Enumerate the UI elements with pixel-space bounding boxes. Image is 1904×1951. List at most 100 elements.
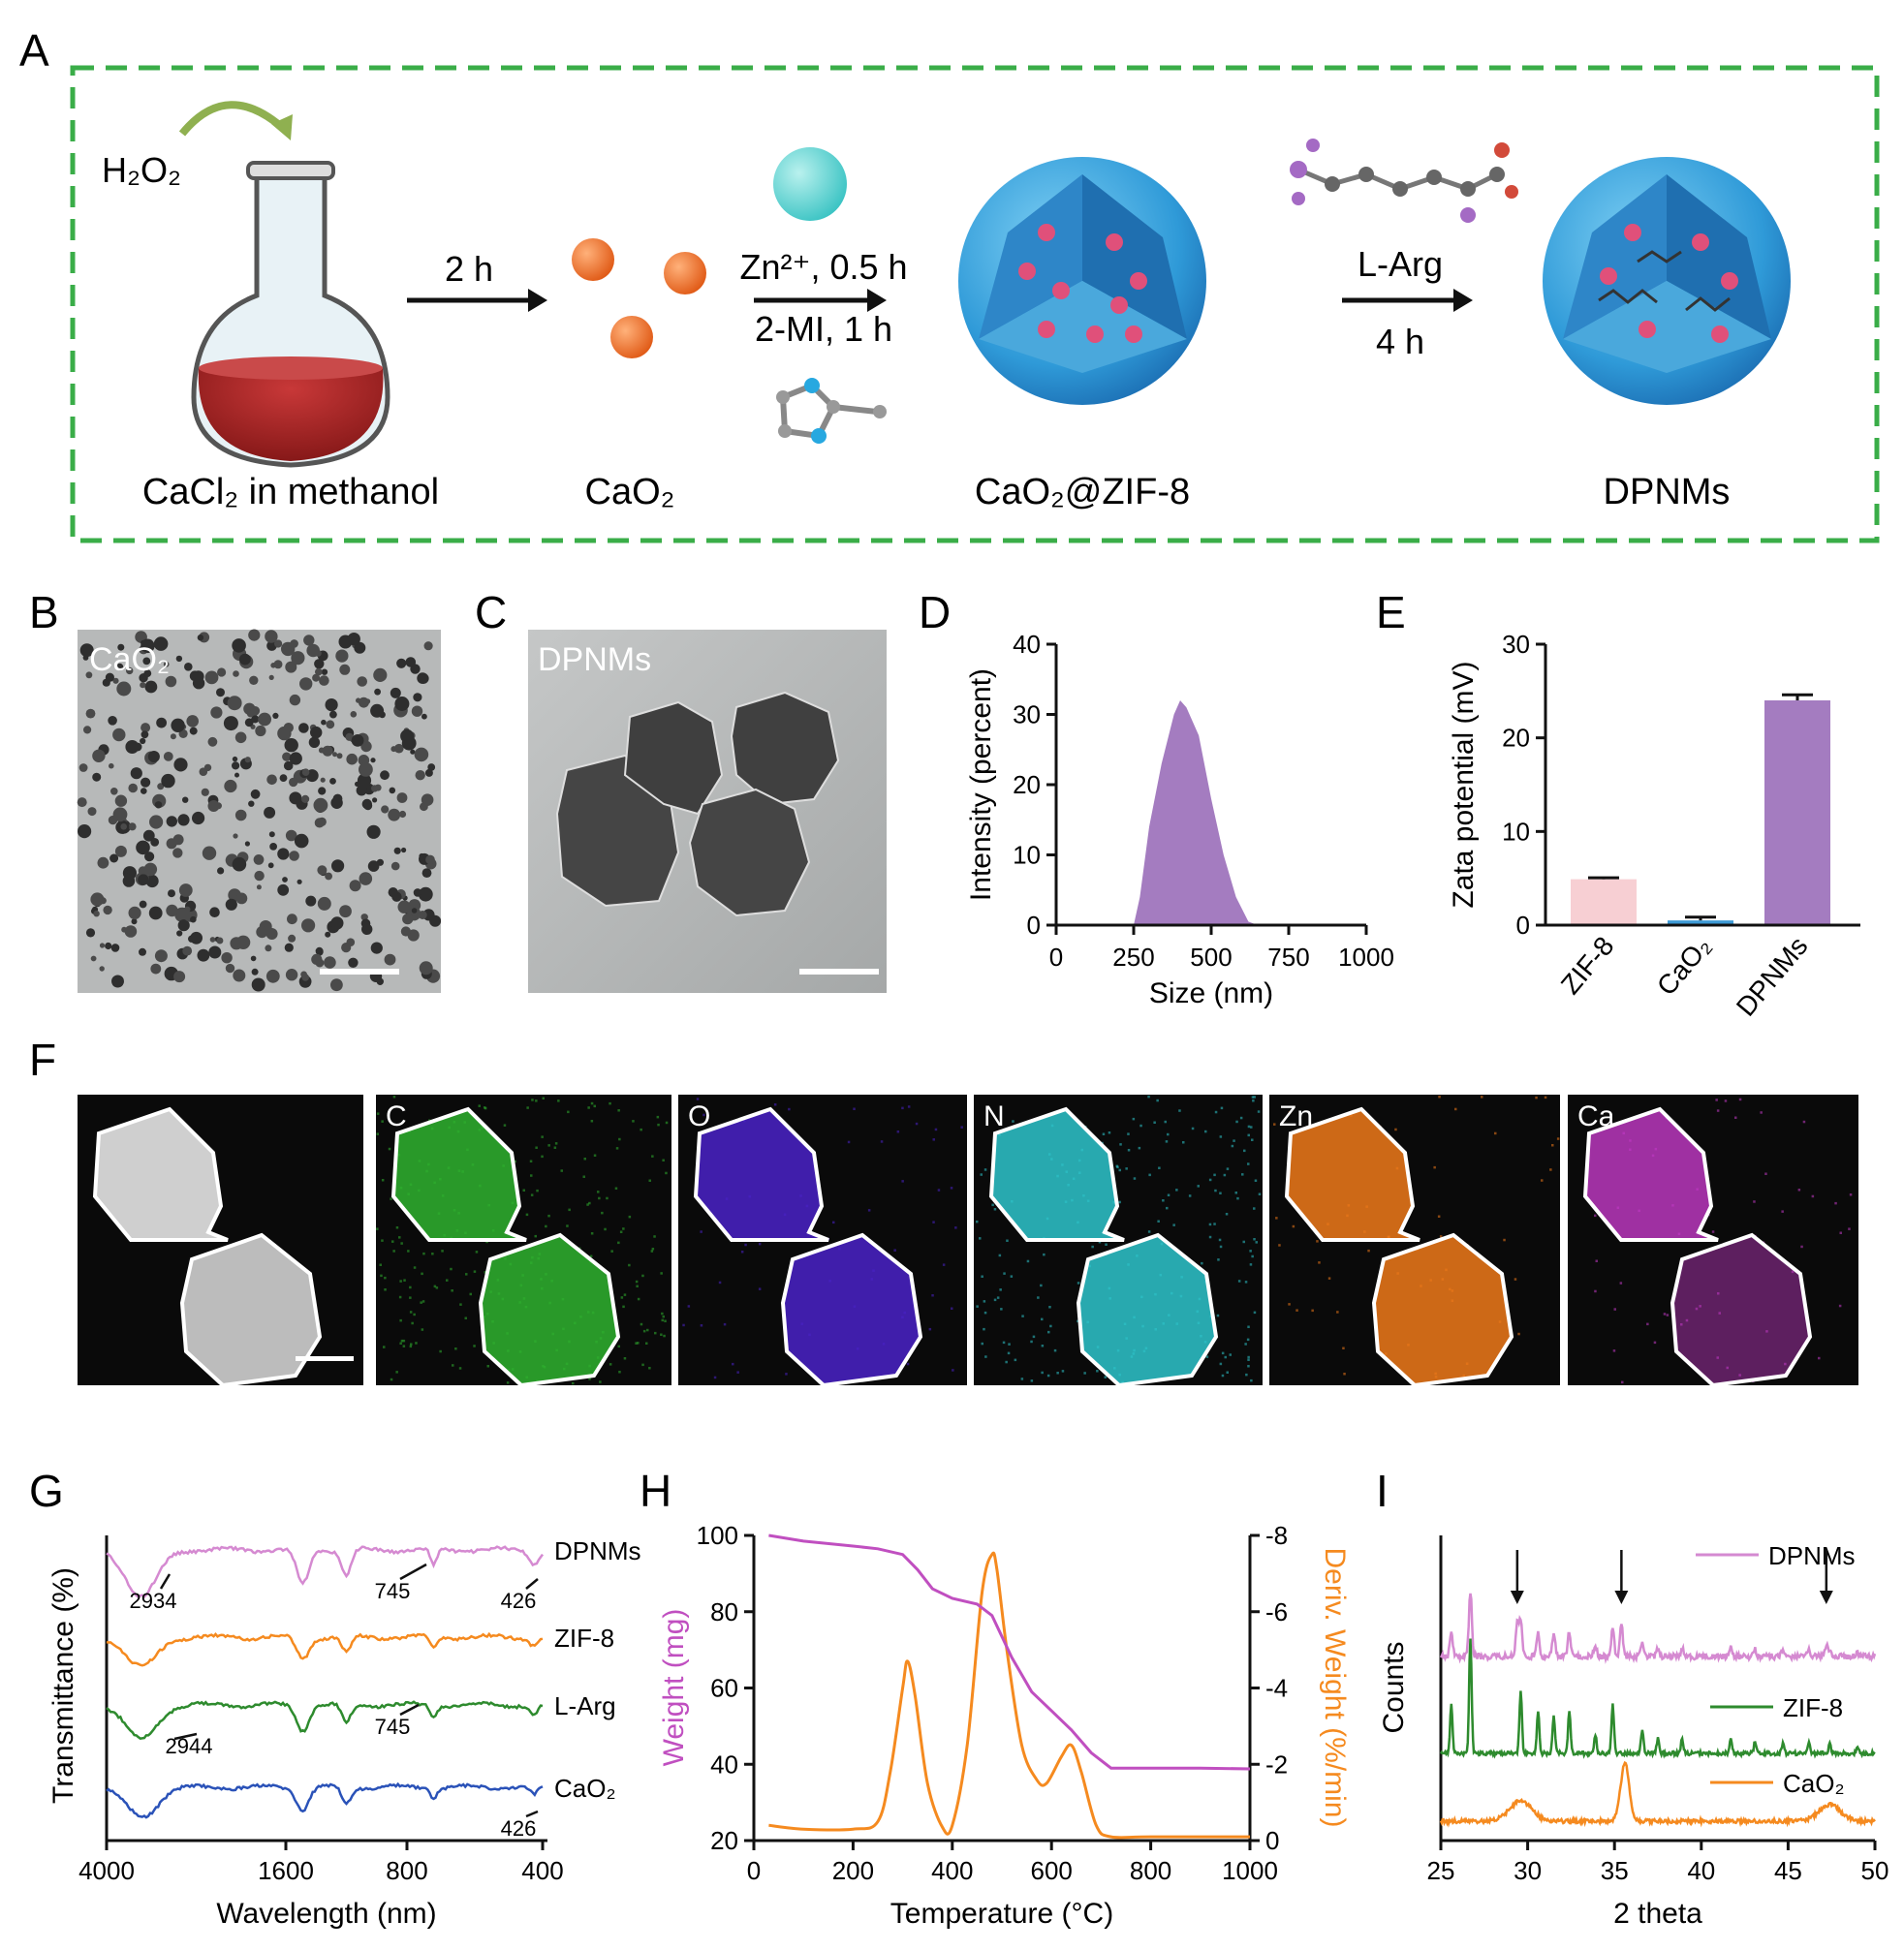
peak-arrow-head [1510, 1591, 1524, 1604]
x-tick-label: 35 [1601, 1856, 1629, 1885]
y2-tick-label: -2 [1265, 1750, 1288, 1779]
eds-map-tile: Ca [1568, 1095, 1858, 1388]
flask-icon [191, 161, 390, 468]
x-tick-label: 750 [1267, 943, 1309, 972]
x-axis-title: Size (nm) [1149, 977, 1273, 1009]
y-tick-label: 40 [1013, 630, 1041, 659]
x-tick-label: 500 [1190, 943, 1232, 972]
y-axis-title: Intensity (percent) [965, 668, 997, 901]
step-2-top-label: Zn²⁺, 0.5 h [739, 247, 907, 287]
y-tick-label: 40 [710, 1750, 738, 1779]
annotation-arrow [399, 1563, 427, 1581]
x-tick-label: 25 [1427, 1856, 1455, 1885]
peak-annotation: 426 [501, 1816, 537, 1841]
x-axis-title: Wavelength (nm) [216, 1898, 436, 1930]
element-signal [1287, 1109, 1420, 1240]
cao2-particle-icon [610, 316, 653, 358]
xrd-line-zif8 [1439, 1638, 1876, 1759]
y-axis-title: Counts [1378, 1641, 1410, 1733]
zinc-ion-icon [773, 147, 847, 221]
step-3-top-label: L-Arg [1358, 244, 1443, 284]
x-tick-label: 45 [1774, 1856, 1802, 1885]
x-tick-label: 800 [386, 1856, 427, 1885]
y-tick-label: 30 [1013, 700, 1041, 729]
particle-outline [390, 1106, 527, 1242]
eds-mapping-row: C O N Zn Ca [78, 1095, 1858, 1388]
element-signal [991, 1109, 1124, 1240]
y-tick-label: 30 [1502, 630, 1530, 659]
panel-letter-h: H [640, 1466, 671, 1516]
step-2-bottom-label: 2-MI, 1 h [755, 309, 892, 349]
y-tick-label: 10 [1013, 841, 1041, 870]
x-tick-label: 250 [1112, 943, 1154, 972]
y-axis-title: Zata potential (mV) [1448, 661, 1480, 908]
y-tick-label: 100 [697, 1521, 738, 1550]
element-signal [481, 1235, 618, 1385]
panel-letter-a: A [19, 25, 49, 76]
series-label: L-Arg [554, 1691, 616, 1720]
legend-label: DPNMs [1768, 1541, 1856, 1570]
cao2-zif8-sphere-icon [958, 157, 1206, 405]
panel-letter-f: F [29, 1035, 56, 1085]
chart-e-zeta-potential: ZIF-8 CaO₂ DPNMs 0 10 20 30 Zata potential (m… [1448, 630, 1860, 1022]
panel-letter-g: G [29, 1466, 64, 1516]
xrd-line-dpnms [1439, 1593, 1877, 1664]
step-1-label: 2 h [445, 249, 493, 289]
bar-1 [1668, 920, 1733, 925]
panel-letter-c: C [475, 587, 507, 637]
element-signal [1374, 1235, 1512, 1385]
scale-bar [320, 969, 399, 975]
x-tick-label: 600 [1031, 1856, 1073, 1885]
eds-map-tile: N [974, 1095, 1263, 1388]
y-tick-label: 0 [1516, 911, 1530, 940]
y-tick-label: 60 [710, 1674, 738, 1703]
tem-image-c: DPNMs [528, 630, 887, 993]
particle-outline [988, 1106, 1125, 1242]
x-tick-label: 30 [1514, 1856, 1542, 1885]
dpnm-label: DPNMs [1604, 472, 1731, 512]
x-tick-label: 800 [1130, 1856, 1171, 1885]
bar-0 [1571, 879, 1637, 925]
particle-outline [1582, 1106, 1719, 1242]
peak-annotation: 745 [375, 1715, 411, 1739]
chart-i-xrd: DPNMs ZIF-8 CaO₂ 25 30 35 40 45 50 2 theta Coun… [1378, 1535, 1888, 1930]
x-axis-title: Temperature (°C) [890, 1898, 1113, 1930]
eds-map-tile: C [376, 1095, 671, 1388]
x-tick-label: 0 [1049, 943, 1063, 972]
x-tick-label: 1000 [1338, 943, 1394, 972]
peak-annotation: 2934 [130, 1589, 177, 1613]
y-axis-title: Transmittance (%) [47, 1567, 79, 1804]
element-label: Zn [1279, 1100, 1313, 1132]
bar-2 [1764, 700, 1830, 925]
y-tick-label: 80 [710, 1597, 738, 1626]
y2-tick-label: -6 [1265, 1597, 1288, 1626]
deriv-weight-line [768, 1551, 1250, 1840]
cao2-zif8-label: CaO₂@ZIF-8 [975, 472, 1190, 512]
panel-letter-d: D [919, 587, 951, 637]
element-signal [696, 1109, 828, 1240]
x-tick-label: DPNMs [1731, 931, 1814, 1022]
chart-d-size-distribution: 0 250 500 750 1000 0 10 20 30 40 Size (nm) Intens… [965, 630, 1394, 1009]
ftir-line [106, 1545, 545, 1598]
l-arginine-molecule-icon [1290, 139, 1518, 223]
y-tick-label: 0 [1027, 911, 1041, 940]
panel-letter-b: B [29, 587, 59, 637]
step-3-bottom-label: 4 h [1376, 322, 1424, 361]
eds-map-tile [78, 1095, 363, 1388]
series-label: CaO₂ [554, 1774, 616, 1803]
eds-map-tile: O [678, 1095, 967, 1388]
x-tick-label: 50 [1861, 1856, 1889, 1885]
x-tick-label: 4000 [78, 1856, 135, 1885]
tem-image-b: CaO₂ [77, 629, 442, 993]
peak-annotation: 426 [501, 1589, 537, 1613]
annotation-arrow [525, 1578, 539, 1590]
cao2-particle-icon [664, 252, 706, 294]
element-label: C [386, 1100, 407, 1132]
particle-outline [1076, 1232, 1219, 1388]
element-signal [1078, 1235, 1216, 1385]
particle-outline [179, 1232, 323, 1388]
tem-b-label: CaO₂ [89, 641, 170, 678]
schematic-panel: H₂O₂ CaCl₂ in methanol 2 h CaO₂ [70, 65, 1880, 543]
curved-arrow-icon [178, 101, 289, 137]
